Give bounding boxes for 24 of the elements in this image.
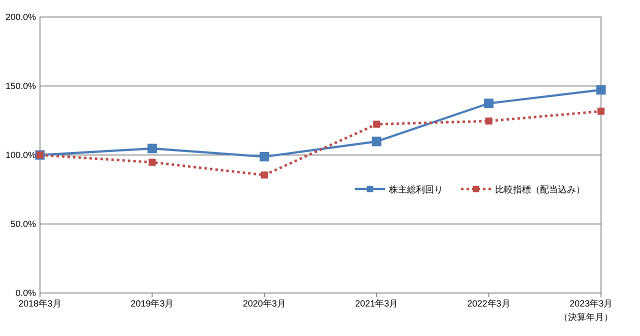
y-tick-label: 0.0% <box>15 288 36 298</box>
x-tick-label: 2022年3月 <box>467 298 510 308</box>
x-tick-label: 2019年3月 <box>130 298 174 308</box>
legend-label: 比較指標（配当込み） <box>495 184 585 196</box>
legend-label: 株主総利回り <box>388 184 443 196</box>
point <box>596 85 606 95</box>
point <box>373 120 380 128</box>
y-tick-label: 150.0% <box>5 80 36 91</box>
point <box>484 98 494 108</box>
x-tick-label: 2023年3月 <box>570 298 613 308</box>
y-tick-label: 50.0% <box>10 218 36 229</box>
point <box>372 136 382 146</box>
y-tick-label: 100.0% <box>5 150 36 160</box>
point <box>597 108 605 115</box>
point <box>147 144 157 154</box>
y-tick-label: 200.0% <box>5 12 36 22</box>
x-tick-label: 2020年3月 <box>242 298 286 308</box>
point <box>260 152 270 162</box>
point <box>260 171 268 179</box>
x-axis-title: （決算年月） <box>559 312 613 323</box>
point <box>485 118 492 125</box>
x-tick-label: 2018年3月 <box>18 298 62 308</box>
point <box>148 158 156 166</box>
x-tick-label: 2021年3月 <box>355 298 398 308</box>
